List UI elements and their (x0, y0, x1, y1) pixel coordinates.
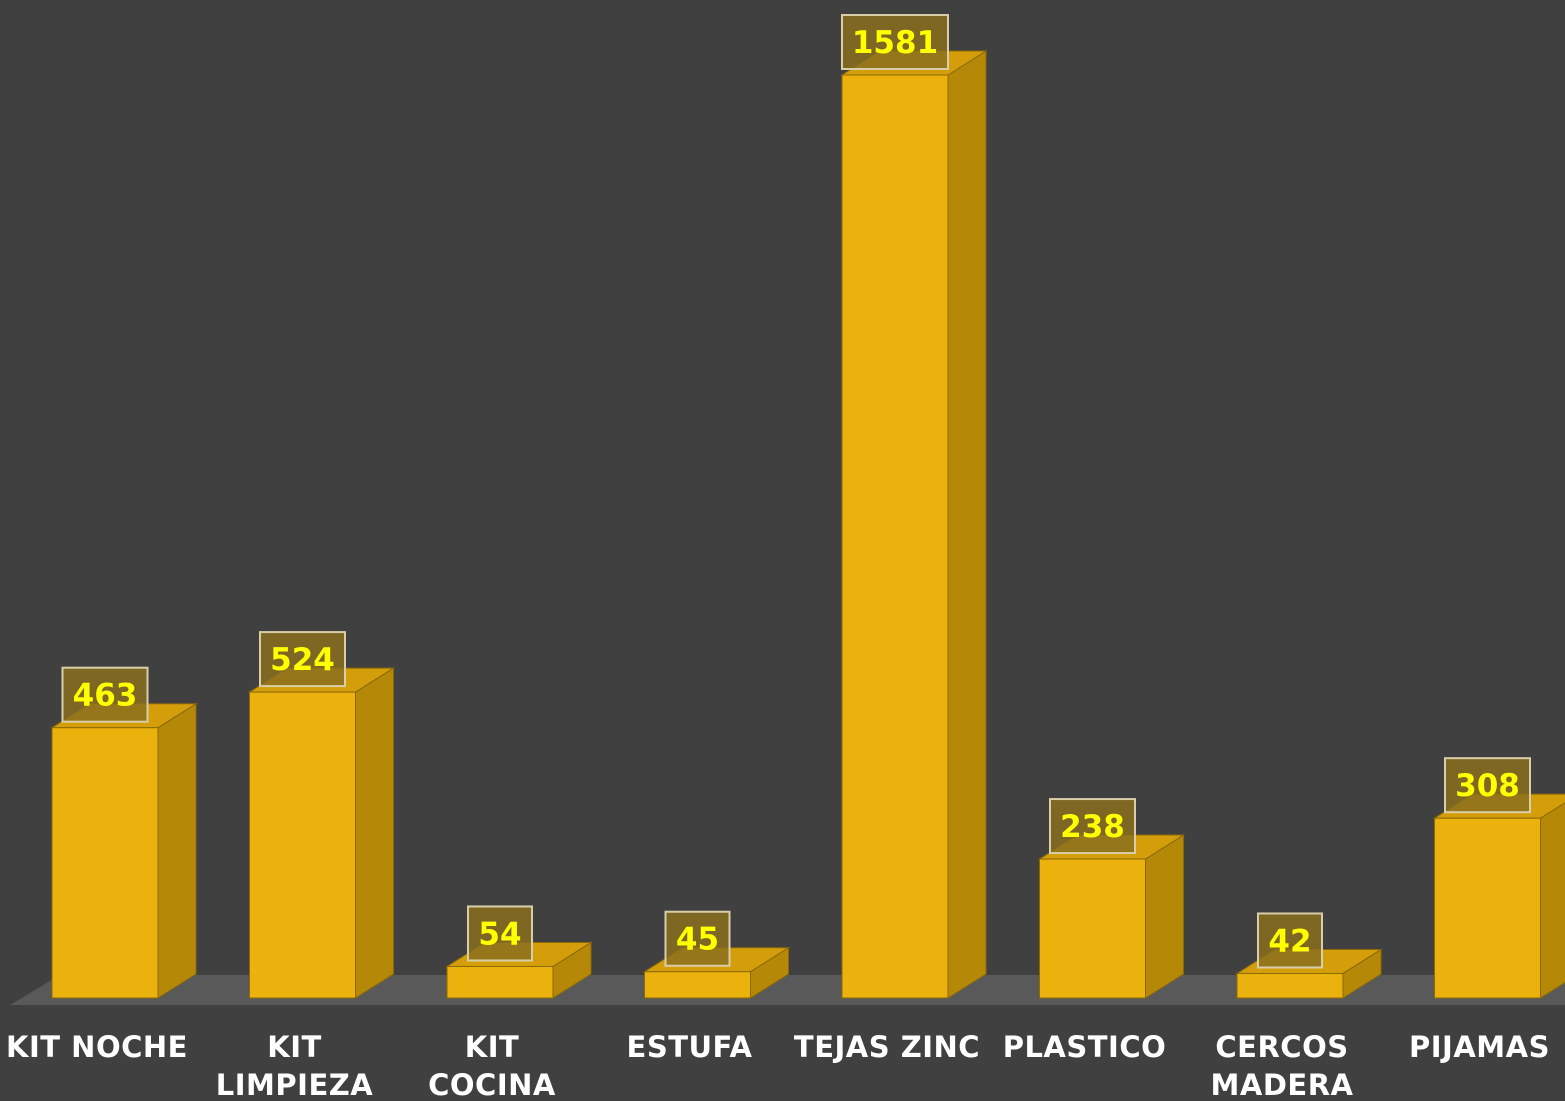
data-label-value: 308 (1455, 768, 1520, 804)
data-label-value: 54 (478, 916, 521, 952)
category-label-tejas-zinc: TEJAS ZINC (793, 1030, 981, 1064)
data-label-box (1257, 912, 1323, 969)
bar-front (1434, 817, 1541, 999)
data-label-estufa: 45 (664, 910, 731, 967)
bar-side (1145, 834, 1184, 999)
bar-front (1236, 972, 1344, 999)
data-label-box (841, 14, 949, 70)
bars-layer (50, 50, 1565, 999)
data-label-value: 42 (1268, 923, 1311, 959)
data-label-value: 238 (1060, 809, 1125, 845)
bar-side (1540, 802, 1565, 999)
bar-kit-limpieza (247, 667, 396, 999)
data-label-kit-cocina: 54 (467, 905, 533, 962)
data-labels-layer: 463 524 54 45 1581 238 42 308 (61, 14, 1531, 969)
data-label-box (467, 905, 533, 962)
data-label-value: 524 (270, 642, 335, 678)
chart-floor (10, 975, 1565, 1005)
category-label-cercos-madera: CERCOS MADERA (1210, 1030, 1354, 1101)
category-label-pijamas: PIJAMAS (1409, 1030, 1550, 1064)
data-label-value: 463 (73, 678, 138, 714)
bar-side (355, 667, 394, 999)
category-label-plastico: PLASTICO (1002, 1030, 1167, 1064)
bar-kit-noche (50, 702, 198, 999)
bar-pijamas (1432, 793, 1565, 999)
bar-tejas-zinc (840, 50, 988, 999)
bar-front (644, 971, 751, 999)
bar-front (51, 727, 159, 999)
category-label-kit-noche: KIT NOCHE (6, 1030, 188, 1064)
bar-front (249, 691, 356, 999)
data-label-box (664, 910, 731, 967)
data-label-kit-noche: 463 (61, 666, 149, 723)
bar-front (1039, 858, 1146, 999)
category-label-kit-limpieza: KIT LIMPIEZA (215, 1030, 374, 1101)
data-label-kit-limpieza: 524 (259, 631, 346, 688)
bar-side (947, 50, 987, 999)
data-label-plastico: 238 (1049, 798, 1136, 855)
category-label-kit-cocina: KIT COCINA (428, 1030, 556, 1101)
data-label-box (1049, 798, 1136, 855)
bar-side (157, 702, 197, 999)
data-label-box (61, 666, 149, 723)
data-label-box (1444, 757, 1531, 814)
bar-front (446, 965, 554, 999)
data-label-value: 45 (676, 922, 719, 958)
category-label-estufa: ESTUFA (626, 1030, 753, 1064)
bar-front (841, 74, 949, 999)
data-label-box (259, 631, 346, 688)
data-label-cercos-madera: 42 (1257, 912, 1323, 969)
data-label-pijamas: 308 (1444, 757, 1531, 814)
bar-plastico (1037, 834, 1186, 999)
data-label-value: 1581 (852, 25, 938, 61)
data-label-tejas-zinc: 1581 (841, 14, 949, 70)
